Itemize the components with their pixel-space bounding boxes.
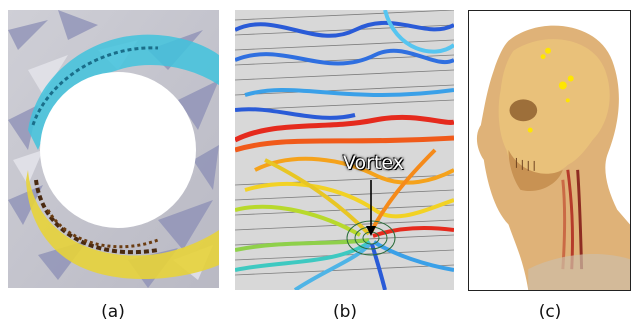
vortex-arrow-head: [366, 226, 376, 236]
panel-a-flow-glyphs: [8, 10, 219, 288]
caption-b: (b): [332, 302, 358, 322]
streamline-image: [235, 10, 454, 290]
flow-glyph-image: [8, 10, 219, 288]
volume-head-image: [469, 11, 630, 290]
caption-c: (c): [538, 302, 562, 322]
panel-c-volume-rendering: [468, 10, 631, 291]
panel-b-streamlines: Vortex: [235, 10, 454, 290]
caption-a: (a): [101, 302, 125, 322]
vortex-label: Vortex: [343, 152, 405, 174]
